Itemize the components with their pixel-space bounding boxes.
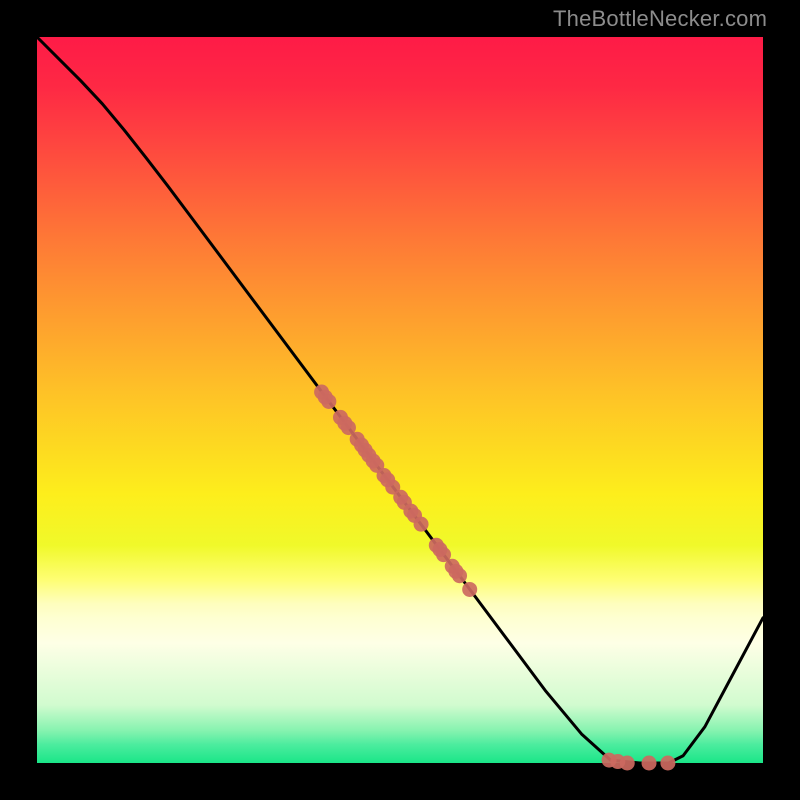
- watermark-text: TheBottleNecker.com: [553, 6, 767, 32]
- scatter-marker: [321, 394, 336, 409]
- plot-background: [37, 37, 763, 763]
- scatter-marker: [462, 582, 477, 597]
- scatter-marker: [452, 568, 467, 583]
- bottleneck-chart: [0, 0, 800, 800]
- scatter-marker: [660, 756, 675, 771]
- scatter-marker: [620, 756, 635, 771]
- scatter-marker: [642, 756, 657, 771]
- scatter-marker: [414, 517, 429, 532]
